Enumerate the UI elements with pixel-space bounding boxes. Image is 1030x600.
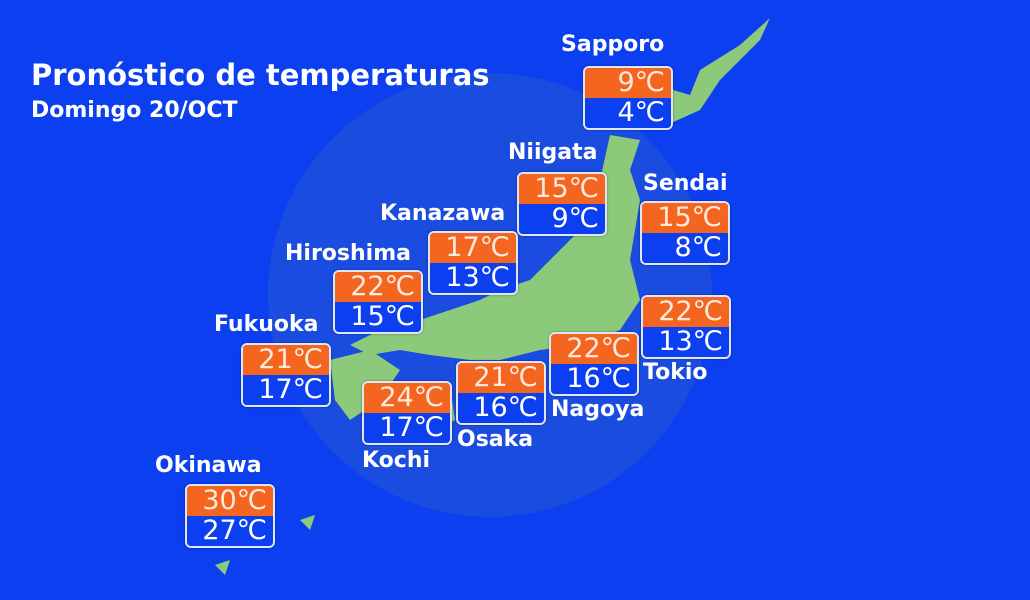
temp-box-fukuoka: 21℃ 17℃ — [241, 343, 331, 407]
page-title: Pronóstico de temperaturas — [31, 58, 490, 92]
low-temp: 8℃ — [642, 233, 728, 263]
high-temp: 22℃ — [551, 334, 637, 364]
city-label-sapporo: Sapporo — [561, 32, 665, 57]
low-temp: 17℃ — [364, 413, 450, 443]
temp-box-okinawa: 30℃ 27℃ — [185, 484, 275, 548]
low-temp: 13℃ — [643, 327, 729, 357]
low-temp: 4℃ — [585, 98, 671, 128]
high-temp: 9℃ — [585, 68, 671, 98]
temp-box-hiroshima: 22℃ 15℃ — [333, 270, 423, 334]
low-temp: 16℃ — [458, 393, 544, 423]
low-temp: 15℃ — [335, 302, 421, 332]
city-label-nagoya: Nagoya — [551, 397, 645, 422]
city-label-osaka: Osaka — [457, 427, 534, 452]
high-temp: 15℃ — [642, 203, 728, 233]
city-label-kanazawa: Kanazawa — [380, 201, 506, 226]
temp-box-sendai: 15℃ 8℃ — [640, 201, 730, 265]
temp-box-nagoya: 22℃ 16℃ — [549, 332, 639, 396]
high-temp: 24℃ — [364, 383, 450, 413]
low-temp: 16℃ — [551, 364, 637, 394]
temp-box-osaka: 21℃ 16℃ — [456, 361, 546, 425]
temp-box-tokio: 22℃ 13℃ — [641, 295, 731, 359]
low-temp: 9℃ — [519, 204, 605, 234]
temp-box-sapporo: 9℃ 4℃ — [583, 66, 673, 130]
temp-box-niigata: 15℃ 9℃ — [517, 172, 607, 236]
city-label-kochi: Kochi — [362, 448, 431, 473]
page-subtitle: Domingo 20/OCT — [31, 98, 238, 123]
temp-box-kochi: 24℃ 17℃ — [362, 381, 452, 445]
high-temp: 15℃ — [519, 174, 605, 204]
low-temp: 27℃ — [187, 516, 273, 546]
city-label-niigata: Niigata — [508, 140, 598, 165]
high-temp: 30℃ — [187, 486, 273, 516]
high-temp: 22℃ — [335, 272, 421, 302]
high-temp: 21℃ — [243, 345, 329, 375]
temp-box-kanazawa: 17℃ 13℃ — [428, 231, 518, 295]
city-label-sendai: Sendai — [643, 171, 728, 196]
city-label-tokio: Tokio — [643, 360, 708, 385]
city-label-hiroshima: Hiroshima — [285, 241, 411, 266]
low-temp: 13℃ — [430, 263, 516, 293]
high-temp: 22℃ — [643, 297, 729, 327]
city-label-fukuoka: Fukuoka — [214, 312, 319, 337]
city-label-okinawa: Okinawa — [155, 453, 262, 478]
high-temp: 21℃ — [458, 363, 544, 393]
low-temp: 17℃ — [243, 375, 329, 405]
high-temp: 17℃ — [430, 233, 516, 263]
